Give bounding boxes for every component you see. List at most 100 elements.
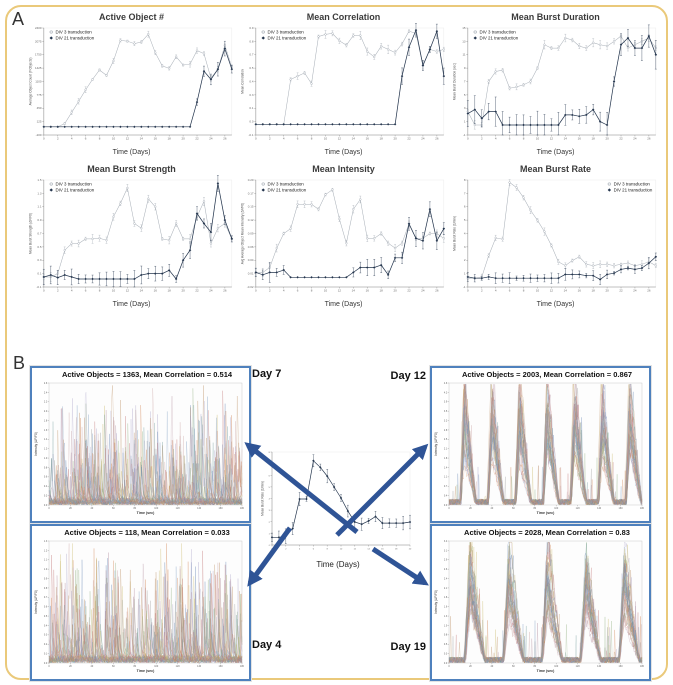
svg-text:4: 4: [269, 499, 271, 501]
svg-text:1.0: 1.0: [444, 624, 448, 627]
svg-text:8: 8: [99, 137, 101, 141]
svg-text:10: 10: [340, 549, 343, 551]
svg-text:2.1: 2.1: [444, 448, 448, 451]
svg-text:14: 14: [564, 289, 568, 293]
svg-text:125: 125: [37, 120, 42, 124]
chart-title: Active Object #: [98, 12, 165, 22]
svg-text:1.4: 1.4: [444, 466, 448, 469]
svg-text:16: 16: [154, 289, 158, 293]
svg-text:26: 26: [647, 137, 651, 141]
day19-intensity-canvas: 0.0 0.3 0.5 0.8 1.0 1.3 1.6 1.8 2.1 2.4 2.6 2.9 3.1 3…: [434, 540, 645, 673]
svg-text:0.2: 0.2: [44, 643, 48, 646]
svg-text:12: 12: [354, 549, 357, 551]
svg-text:180: 180: [640, 507, 645, 510]
x-axis-label: Time (Days): [536, 301, 575, 308]
svg-text:Mean Burst Rate (1/min): Mean Burst Rate (1/min): [453, 216, 457, 251]
svg-text:4: 4: [464, 232, 466, 236]
svg-text:-1: -1: [463, 133, 466, 137]
svg-text:9: 9: [464, 66, 466, 70]
svg-text:6: 6: [464, 205, 466, 209]
svg-text:1.3: 1.3: [44, 540, 48, 543]
svg-text:0.7: 0.7: [444, 485, 448, 488]
svg-text:2: 2: [269, 137, 271, 141]
svg-text:DIV 21 transduction: DIV 21 transduction: [55, 36, 94, 41]
svg-text:0.8: 0.8: [44, 466, 48, 469]
svg-text:24: 24: [209, 289, 213, 293]
chart-title: Mean Burst Strength: [87, 164, 176, 174]
svg-text:10: 10: [324, 289, 328, 293]
svg-text:0.3: 0.3: [444, 653, 448, 656]
plot-title: Active Objects = 1363, Mean Correlation …: [61, 370, 233, 379]
svg-text:0.4: 0.4: [249, 80, 254, 84]
svg-text:1.1: 1.1: [37, 205, 42, 209]
svg-text:1425: 1425: [35, 66, 42, 70]
chart-title: Mean Correlation: [306, 12, 381, 22]
svg-text:0.0: 0.0: [44, 662, 48, 665]
svg-text:22: 22: [195, 137, 199, 141]
svg-text:0: 0: [271, 549, 273, 551]
svg-text:0.15: 0.15: [248, 205, 254, 209]
svg-text:1.2: 1.2: [44, 549, 48, 552]
svg-text:6: 6: [509, 137, 511, 141]
svg-text:26: 26: [223, 137, 227, 141]
svg-text:0.5: 0.5: [37, 245, 42, 249]
svg-text:0.0: 0.0: [444, 504, 448, 507]
svg-text:2.9: 2.9: [444, 559, 448, 562]
svg-text:12: 12: [126, 137, 130, 141]
svg-text:180: 180: [640, 665, 645, 668]
svg-text:20: 20: [605, 137, 609, 141]
svg-text:20: 20: [181, 137, 185, 141]
svg-text:DIV 3 transduction: DIV 3 transduction: [614, 182, 651, 187]
svg-text:40: 40: [91, 507, 94, 510]
chart-title: Mean Burst Rate: [519, 164, 591, 174]
svg-text:120: 120: [576, 665, 581, 668]
svg-text:DIV 21 transduction: DIV 21 transduction: [614, 188, 653, 193]
svg-text:0.04: 0.04: [248, 258, 254, 262]
svg-text:40: 40: [91, 665, 94, 668]
svg-text:0.4: 0.4: [44, 485, 48, 488]
svg-text:0.06: 0.06: [248, 245, 254, 249]
svg-text:20: 20: [469, 665, 472, 668]
svg-text:0.4: 0.4: [44, 624, 48, 627]
svg-text:60: 60: [112, 665, 115, 668]
day7-label: Day 7: [252, 368, 282, 380]
svg-text:2075: 2075: [35, 39, 42, 43]
svg-text:140: 140: [597, 507, 602, 510]
svg-text:DIV 3 transduction: DIV 3 transduction: [55, 182, 92, 187]
svg-text:2.2: 2.2: [44, 401, 48, 404]
svg-text:18: 18: [168, 137, 172, 141]
svg-text:2.4: 2.4: [444, 577, 448, 580]
svg-text:26: 26: [223, 289, 227, 293]
mean-burst-duration-chart: Mean Burst Duration -1 1 3 5 7 9 11 13 15 0 2 4 6 8 10…: [452, 12, 659, 156]
svg-text:20: 20: [469, 507, 472, 510]
svg-text:1.2: 1.2: [44, 448, 48, 451]
svg-text:1.1: 1.1: [444, 476, 448, 479]
svg-text:10: 10: [536, 289, 540, 293]
svg-text:80: 80: [133, 507, 136, 510]
mean-burst-rate-chart: Mean Burst Rate -1 1 2 3 4 5 6 7 8 0 2 4 6 8 10 12 14 16 1…: [452, 164, 659, 308]
svg-text:7: 7: [269, 464, 271, 466]
svg-text:3.1: 3.1: [444, 549, 448, 552]
svg-text:180: 180: [240, 665, 245, 668]
svg-text:20: 20: [605, 289, 609, 293]
svg-text:8: 8: [99, 289, 101, 293]
svg-text:2.6: 2.6: [44, 382, 48, 385]
plot-title: Active Objects = 2028, Mean Correlation …: [464, 528, 630, 537]
svg-text:80: 80: [533, 507, 536, 510]
svg-text:0.8: 0.8: [249, 39, 254, 43]
mean-burst-strength-chart: Mean Burst Strength -0.1 0.1 0.3 0.5 0.7 0.9 1…: [28, 164, 235, 308]
svg-text:Intensity (ΔF/F0): Intensity (ΔF/F0): [34, 590, 38, 614]
svg-text:60: 60: [512, 665, 515, 668]
svg-text:-1: -1: [463, 285, 466, 289]
svg-text:0.01: 0.01: [248, 272, 254, 276]
svg-text:120: 120: [576, 507, 581, 510]
plot-title: Active Objects = 2003, Mean Correlation …: [461, 370, 633, 379]
svg-text:5: 5: [464, 218, 466, 222]
svg-text:Mean Burst Strength (ΔF/F0): Mean Burst Strength (ΔF/F0): [29, 213, 33, 254]
svg-text:0: 0: [467, 137, 469, 141]
svg-text:160: 160: [619, 665, 624, 668]
mean-burst-strength-chart-canvas: -0.10.10.30.50.70.91.11.31.50 2 4 6 8 10 12 14 1…: [29, 175, 234, 293]
x-axis-label: Time (Days): [316, 560, 360, 569]
